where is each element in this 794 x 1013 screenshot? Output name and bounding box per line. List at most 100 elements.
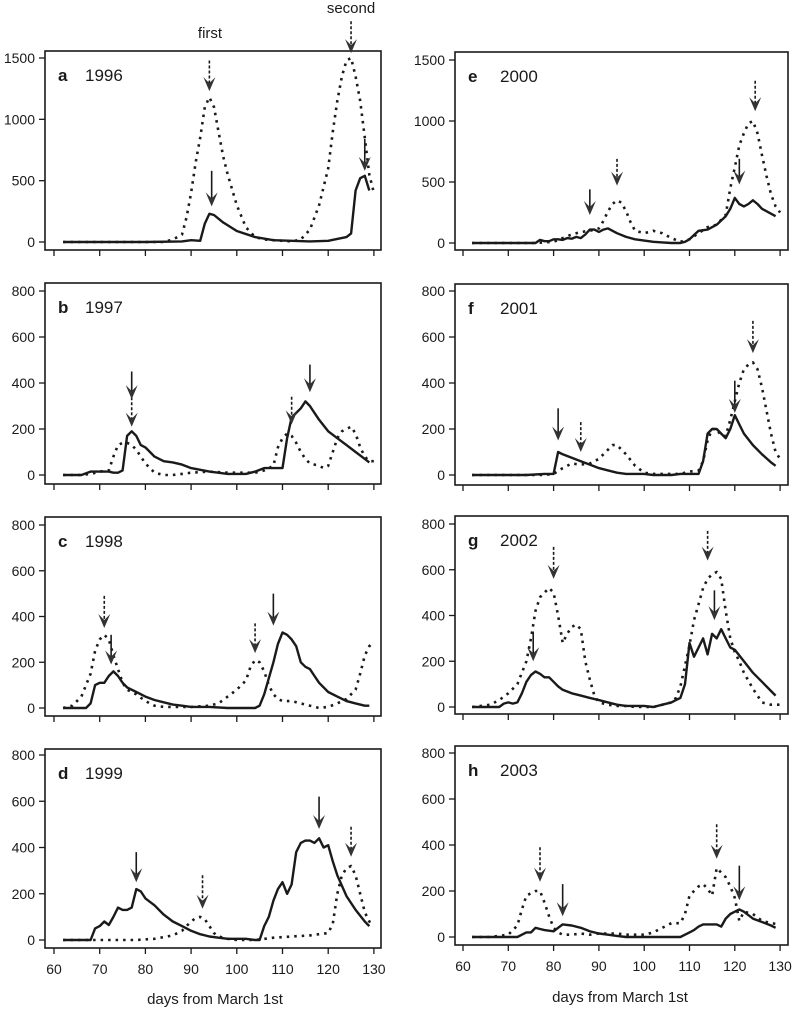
solid-series-line [472, 908, 777, 939]
panel-year: 2003 [500, 761, 538, 780]
dotted-peak-arrow-icon [285, 396, 298, 425]
solid-peak-arrow-icon [130, 852, 143, 883]
plot-frame [44, 50, 382, 251]
dotted-series-line [62, 633, 375, 710]
panel-year: 1996 [85, 66, 123, 85]
panel-year: 1997 [85, 298, 123, 317]
solid-peak-arrow-icon [708, 590, 721, 621]
panel-year: 1999 [85, 764, 123, 783]
y-tick-label: 200 [422, 883, 446, 899]
solid-peak-arrow-icon [313, 796, 326, 829]
panel-year: 2001 [500, 299, 538, 318]
solid-series-line [472, 628, 777, 709]
y-tick-label: 600 [422, 562, 446, 578]
panel-e: 0 500 1000 1500 e 2000 [414, 51, 789, 256]
y-tick-label: 1500 [4, 50, 35, 66]
dotted-peak-arrow-icon [203, 60, 216, 92]
panel-year: 1998 [85, 532, 123, 551]
y-tick-label: 0 [27, 700, 35, 716]
dotted-peak-arrow-icon [249, 623, 262, 654]
x-tick-label: 70 [501, 958, 517, 974]
y-tick-label: 600 [12, 563, 36, 579]
y-tick-label: 1000 [414, 113, 445, 129]
x-axis-title-right: days from March 1st [552, 989, 689, 1006]
y-tick-label: 1500 [414, 52, 445, 68]
solid-peak-arrow-icon [358, 138, 371, 171]
first-peak-label: first [198, 25, 223, 42]
y-tick-label: 0 [27, 467, 35, 483]
plot-frame [44, 748, 382, 949]
x-tick-label: 90 [183, 961, 199, 977]
panel-d: 0 200 400 600 800 60 70 80 90 100 110 120 130 d 1999 [12, 747, 386, 977]
solid-peak-arrow-icon [267, 593, 280, 626]
panel-letter: g [468, 531, 478, 550]
y-tick-label: 200 [422, 421, 446, 437]
panel-letter: b [58, 298, 68, 317]
y-tick-label: 800 [12, 747, 36, 763]
solid-peak-arrow-icon [527, 631, 540, 662]
dotted-peak-arrow-icon [574, 422, 587, 452]
y-tick-label: 800 [12, 517, 36, 533]
dotted-peak-arrow-icon [345, 21, 358, 54]
solid-series-line [63, 400, 371, 477]
y-tick-label: 600 [12, 793, 36, 809]
y-tick-label: 0 [437, 699, 445, 715]
solid-series-line [472, 414, 777, 477]
y-tick-label: 0 [437, 467, 445, 483]
dotted-peak-arrow-icon [196, 875, 209, 909]
panel-letter: e [468, 67, 477, 86]
x-tick-label: 120 [317, 961, 341, 977]
y-tick-label: 500 [422, 174, 446, 190]
y-tick-label: 800 [422, 283, 446, 299]
panel-h: 0 200 400 600 800 60 70 80 90 100 110 120 130 h 2003 [422, 745, 792, 974]
y-tick-label: 200 [12, 886, 36, 902]
y-tick-label: 0 [437, 929, 445, 945]
panel-letter: h [468, 761, 478, 780]
x-tick-label: 120 [723, 958, 747, 974]
panel-letter: c [58, 532, 67, 551]
second-peak-label: second [327, 0, 375, 17]
y-tick-label: 800 [422, 516, 446, 532]
y-tick-label: 400 [12, 840, 36, 856]
y-tick-label: 400 [12, 375, 36, 391]
x-tick-label: 80 [138, 961, 154, 977]
x-tick-label: 130 [362, 961, 386, 977]
y-tick-label: 400 [422, 375, 446, 391]
panel-f: 0 200 400 600 800 f 2001 [422, 283, 789, 491]
panel-b: 0 200 400 600 800 b 1997 [12, 282, 382, 490]
solid-series-line [63, 837, 371, 942]
x-tick-label: 70 [92, 961, 108, 977]
dotted-peak-arrow-icon [710, 824, 723, 859]
dotted-peak-arrow-icon [125, 392, 138, 427]
y-tick-label: 500 [12, 173, 36, 189]
solid-peak-arrow-icon [205, 170, 218, 207]
solid-peak-arrow-icon [583, 189, 596, 215]
solid-peak-arrow-icon [733, 865, 746, 901]
solid-series-line [472, 196, 777, 245]
x-axis-title-left: days from March 1st [147, 991, 284, 1008]
dotted-series-line [63, 56, 376, 244]
dotted-series-line [472, 866, 781, 939]
panel-a: 0 500 1000 1500 a 1996 [4, 21, 382, 256]
y-tick-label: 600 [422, 329, 446, 345]
y-tick-label: 800 [12, 283, 36, 299]
panel-letter: a [58, 66, 68, 85]
solid-series-line [63, 631, 370, 710]
y-tick-label: 600 [12, 329, 36, 345]
solid-series-line [63, 174, 371, 244]
y-tick-label: 1000 [4, 111, 35, 127]
x-tick-label: 90 [591, 958, 607, 974]
dotted-series-line [63, 425, 374, 477]
dotted-peak-arrow-icon [98, 595, 111, 628]
x-tick-label: 80 [546, 958, 562, 974]
dotted-peak-arrow-icon [345, 826, 358, 857]
y-tick-label: 400 [422, 837, 446, 853]
dotted-series-line [471, 570, 781, 709]
peak-category-labels: first second [198, 0, 375, 42]
x-tick-label: 60 [455, 958, 471, 974]
x-tick-label: 100 [633, 958, 657, 974]
panel-letter: f [468, 299, 474, 318]
panel-year: 2002 [500, 531, 538, 550]
dotted-peak-arrow-icon [746, 320, 759, 354]
